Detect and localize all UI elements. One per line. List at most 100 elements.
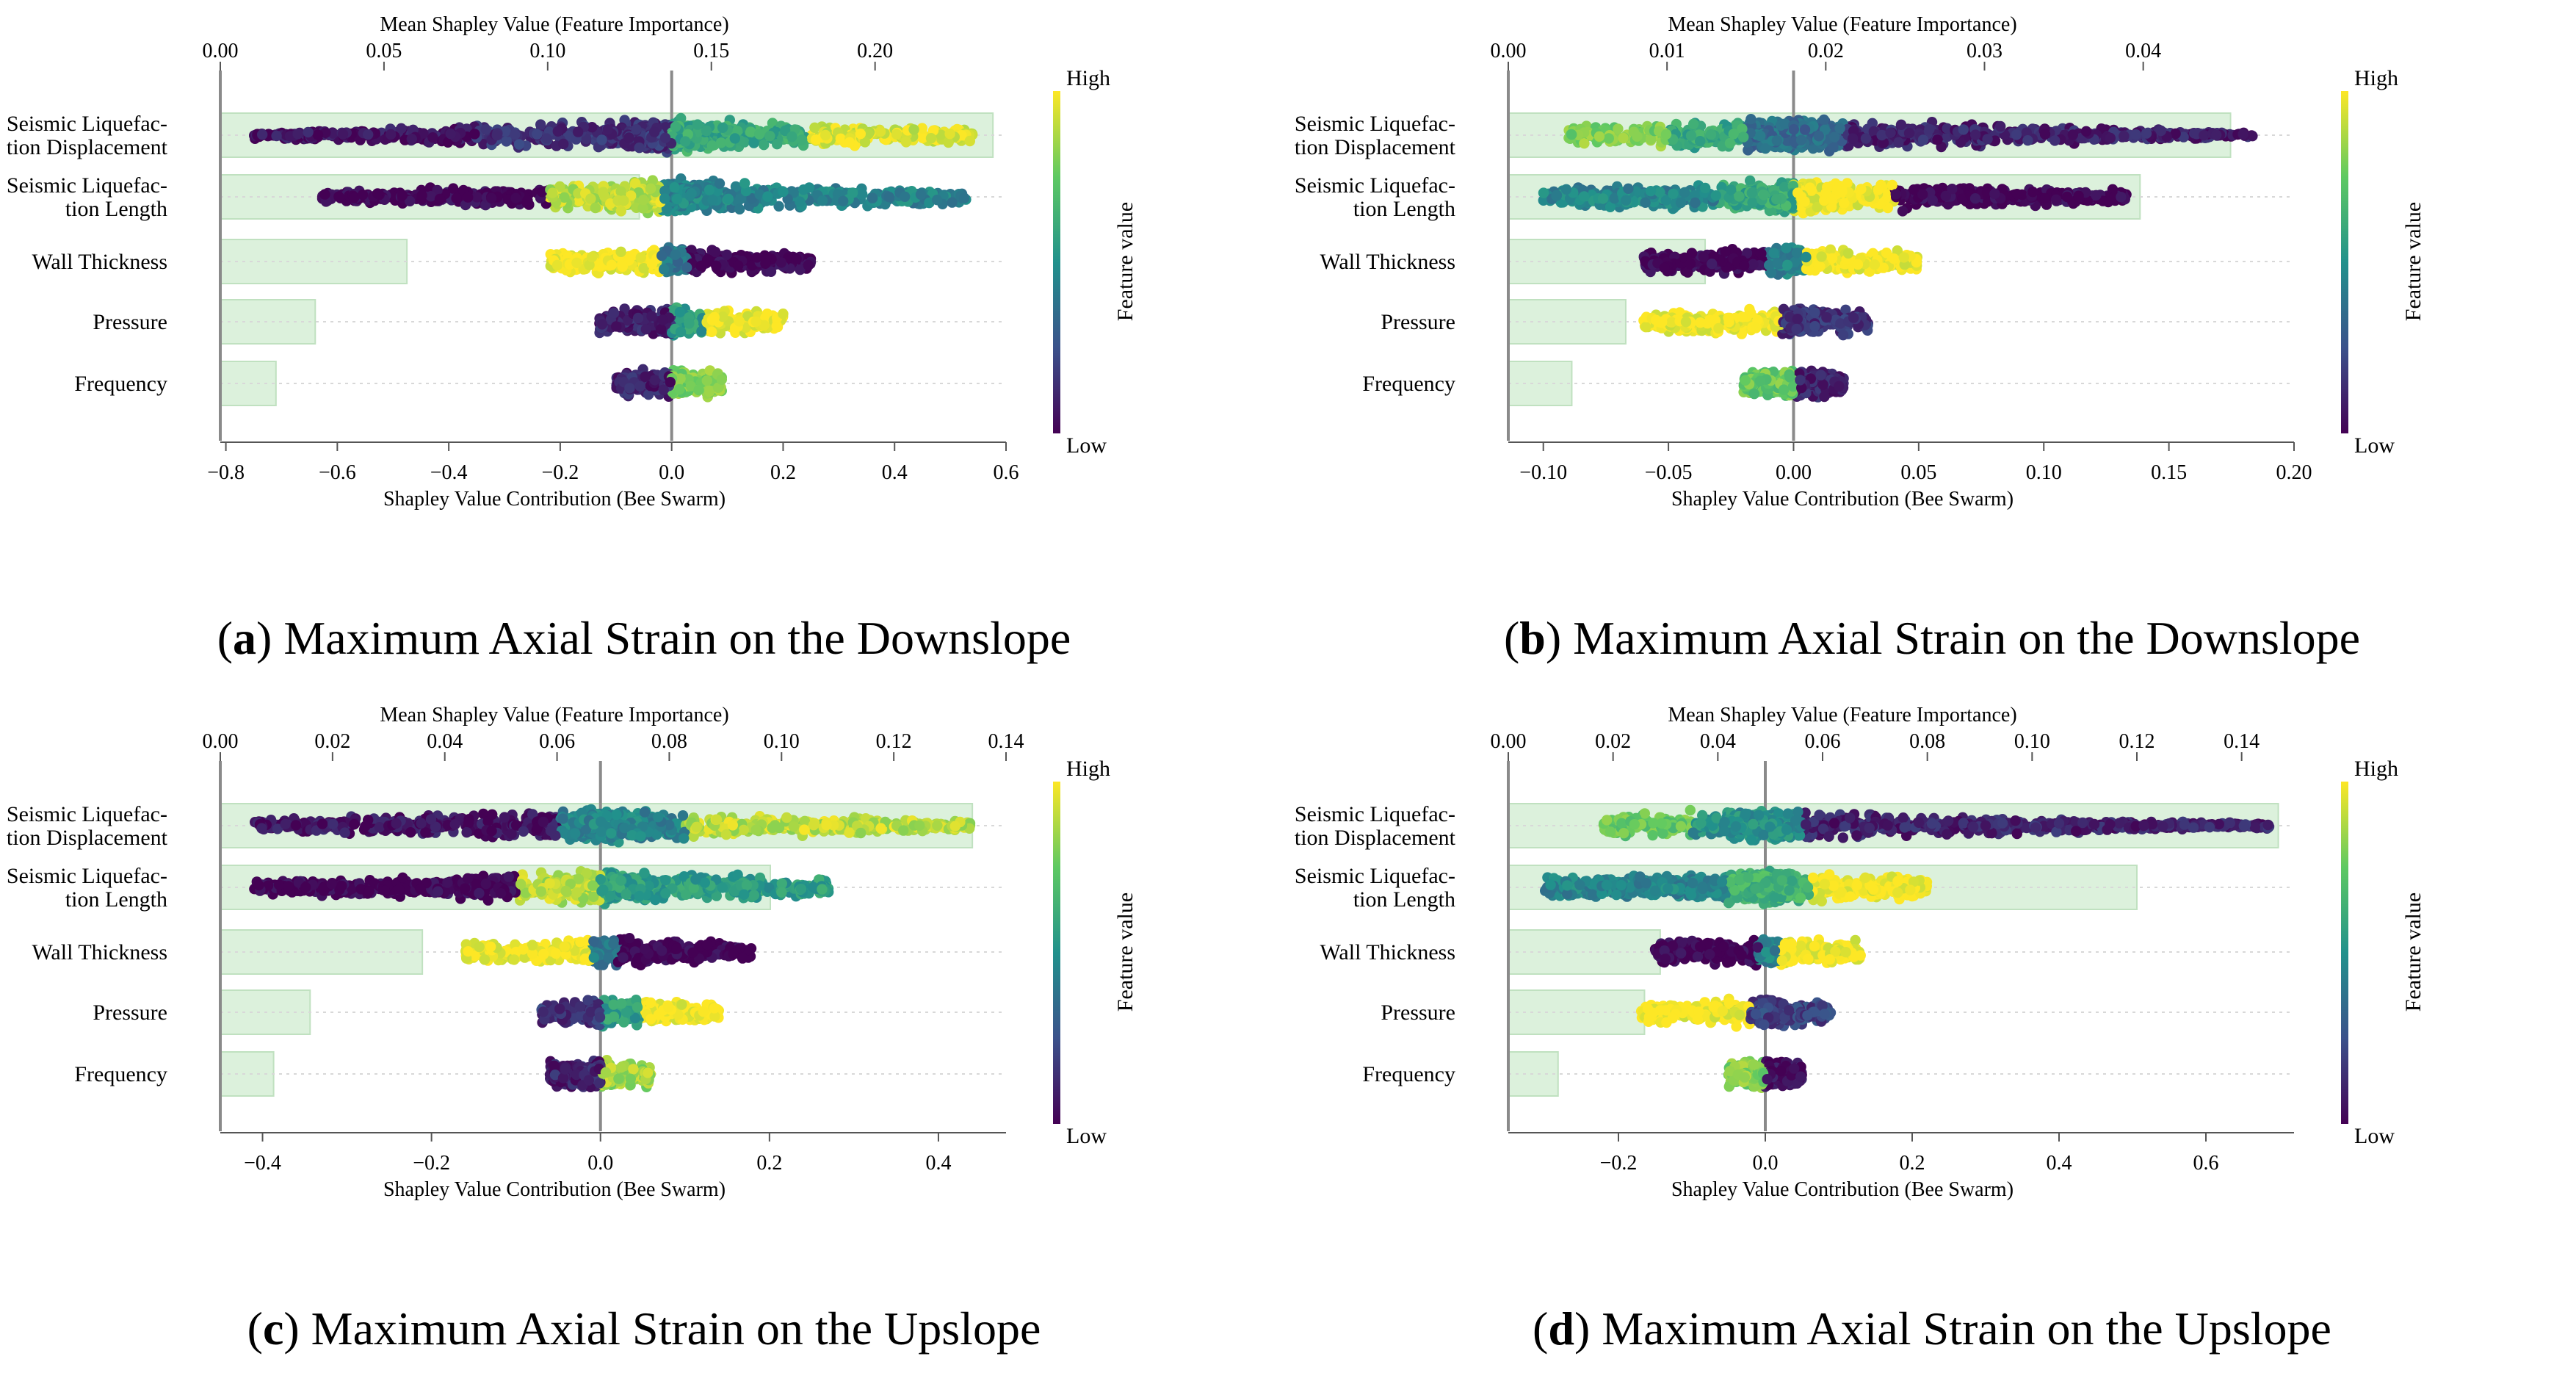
swarm-point: [558, 139, 568, 149]
swarm-point: [1834, 123, 1845, 133]
swarm-row: [546, 242, 817, 278]
swarm-point: [884, 192, 894, 202]
swarm-point: [492, 130, 502, 140]
feature-label-line: Seismic Liquefac-: [7, 173, 167, 198]
swarm-point: [723, 194, 734, 204]
swarm-point: [1893, 137, 1903, 148]
swarm-point: [714, 179, 725, 189]
swarm-point: [659, 193, 670, 203]
swarm-point: [397, 190, 408, 201]
swarm-point: [2040, 129, 2050, 139]
swarm-row: [611, 364, 727, 403]
swarm-point: [838, 196, 848, 206]
swarm-point: [1885, 128, 1895, 138]
swarm-point: [1982, 134, 1992, 144]
swarm-point: [532, 129, 542, 140]
swarm-point: [1924, 124, 1934, 134]
swarm-point: [618, 262, 628, 272]
swarm-point: [803, 260, 814, 270]
feature-label-line: Frequency: [74, 372, 167, 396]
swarm-point: [786, 131, 797, 142]
top-tick-label: 0.05: [366, 40, 402, 62]
swarm-point: [734, 316, 745, 326]
swarm-point: [1729, 129, 1739, 139]
swarm-point: [1695, 136, 1705, 146]
swarm-point: [1819, 115, 1829, 125]
swarm-point: [675, 307, 685, 317]
swarm-point: [451, 193, 461, 203]
swarm-point: [510, 129, 520, 140]
swarm-point: [1632, 131, 1642, 142]
swarm-point: [659, 264, 669, 274]
top-axis: Mean Shapley Value (Feature Importance)0…: [203, 13, 894, 71]
swarm-point: [748, 137, 759, 148]
swarm-point: [959, 192, 969, 203]
swarm-point: [552, 260, 562, 270]
swarm-point: [2068, 129, 2078, 140]
feature-label-line: tion Displacement: [7, 135, 168, 159]
bottom-tick-label: 0.2: [770, 461, 796, 484]
swarm-point: [670, 121, 681, 131]
swarm-point: [901, 137, 911, 147]
swarm-point: [875, 126, 886, 137]
swarm-point: [676, 327, 686, 337]
colorbar-title: Feature value: [1113, 202, 1137, 321]
feature-label-line: Pressure: [93, 310, 167, 334]
swarm-point: [1789, 124, 1799, 134]
swarm-point: [634, 143, 644, 153]
swarm-point: [762, 191, 773, 201]
swarm-point: [717, 123, 728, 133]
swarm-point: [797, 134, 807, 145]
swarm-point: [615, 186, 626, 196]
feature-label-line: tion Length: [65, 197, 167, 221]
swarm-point: [618, 195, 629, 206]
swarm-point: [707, 140, 717, 151]
top-tick-label: 0.01: [1649, 40, 1685, 62]
swarm-point: [1918, 134, 1928, 145]
swarm-point: [257, 129, 267, 140]
swarm-point: [2049, 135, 2060, 145]
swarm-point: [602, 124, 612, 134]
swarm-row: [594, 303, 788, 341]
swarm-point: [764, 131, 775, 141]
swarm-point: [752, 252, 762, 262]
swarm-point: [587, 252, 597, 262]
swarm-point: [772, 139, 782, 149]
swarm-point: [684, 318, 694, 328]
swarm-point: [596, 134, 607, 145]
swarm-point: [669, 182, 679, 192]
top-tick-label: 0.00: [203, 40, 239, 62]
swarm-point: [1738, 131, 1748, 142]
swarm-point: [706, 327, 717, 337]
swarm-point: [857, 189, 867, 199]
bottom-axis-label: Shapley Value Contribution (Bee Swarm): [383, 488, 726, 511]
swarm-point: [847, 187, 858, 198]
swarm-point: [624, 383, 634, 393]
top-axis-label: Mean Shapley Value (Feature Importance): [1668, 13, 2016, 36]
swarm-point: [1829, 131, 1839, 142]
swarm-point: [1932, 134, 1942, 145]
swarm-point: [760, 259, 770, 269]
swarm-point: [891, 129, 902, 140]
swarm-point: [944, 129, 955, 139]
colorbar-low-label: Low: [1066, 433, 1107, 458]
swarm-point: [271, 131, 281, 141]
bottom-tick-label: 0.0: [659, 461, 684, 484]
swarm-point: [647, 259, 657, 269]
swarm-point: [693, 385, 703, 395]
swarm-point: [657, 314, 667, 325]
swarm-point: [615, 247, 626, 257]
swarm-point: [573, 126, 583, 137]
swarm-point: [900, 192, 910, 202]
colorbar-high-label: High: [1066, 66, 1110, 90]
swarm-point: [2237, 129, 2248, 139]
swarm-point: [1618, 133, 1628, 143]
swarm-point: [1814, 131, 1824, 141]
chart-panel-b: Mean Shapley Value (Feature Importance) 0…: [1288, 0, 2576, 690]
swarm-point: [303, 127, 313, 137]
swarm-point: [916, 190, 926, 200]
swarm-point: [1796, 135, 1806, 145]
bottom-tick-label: −0.2: [542, 461, 579, 484]
swarm-point: [2105, 133, 2116, 143]
